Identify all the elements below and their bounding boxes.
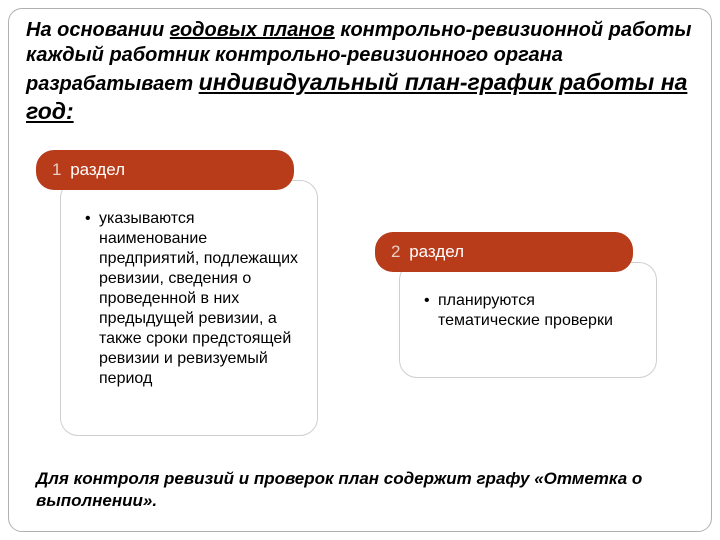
heading-part1: На основании — [26, 19, 170, 41]
heading-part2: годовых планов — [170, 19, 335, 41]
section-1-body-box: указываются наименование предприятий, по… — [60, 180, 318, 436]
slide-heading: На основании годовых планов контрольно-р… — [26, 18, 696, 126]
section-1: указываются наименование предприятий, по… — [36, 150, 318, 438]
section-2-label: раздел — [409, 242, 464, 261]
section-1-num: 1 — [52, 160, 61, 179]
section-2: планируются тематические проверки 2 разд… — [375, 232, 657, 418]
slide-footer: Для контроля ревизий и проверок план сод… — [36, 468, 696, 512]
section-2-title: 2 раздел — [375, 232, 633, 272]
section-1-label: раздел — [70, 160, 125, 179]
section-1-body: указываются наименование предприятий, по… — [99, 210, 298, 387]
section-2-num: 2 — [391, 242, 400, 261]
section-1-title: 1 раздел — [36, 150, 294, 190]
section-2-body-box: планируются тематические проверки — [399, 262, 657, 378]
section-2-body: планируются тематические проверки — [438, 292, 613, 329]
